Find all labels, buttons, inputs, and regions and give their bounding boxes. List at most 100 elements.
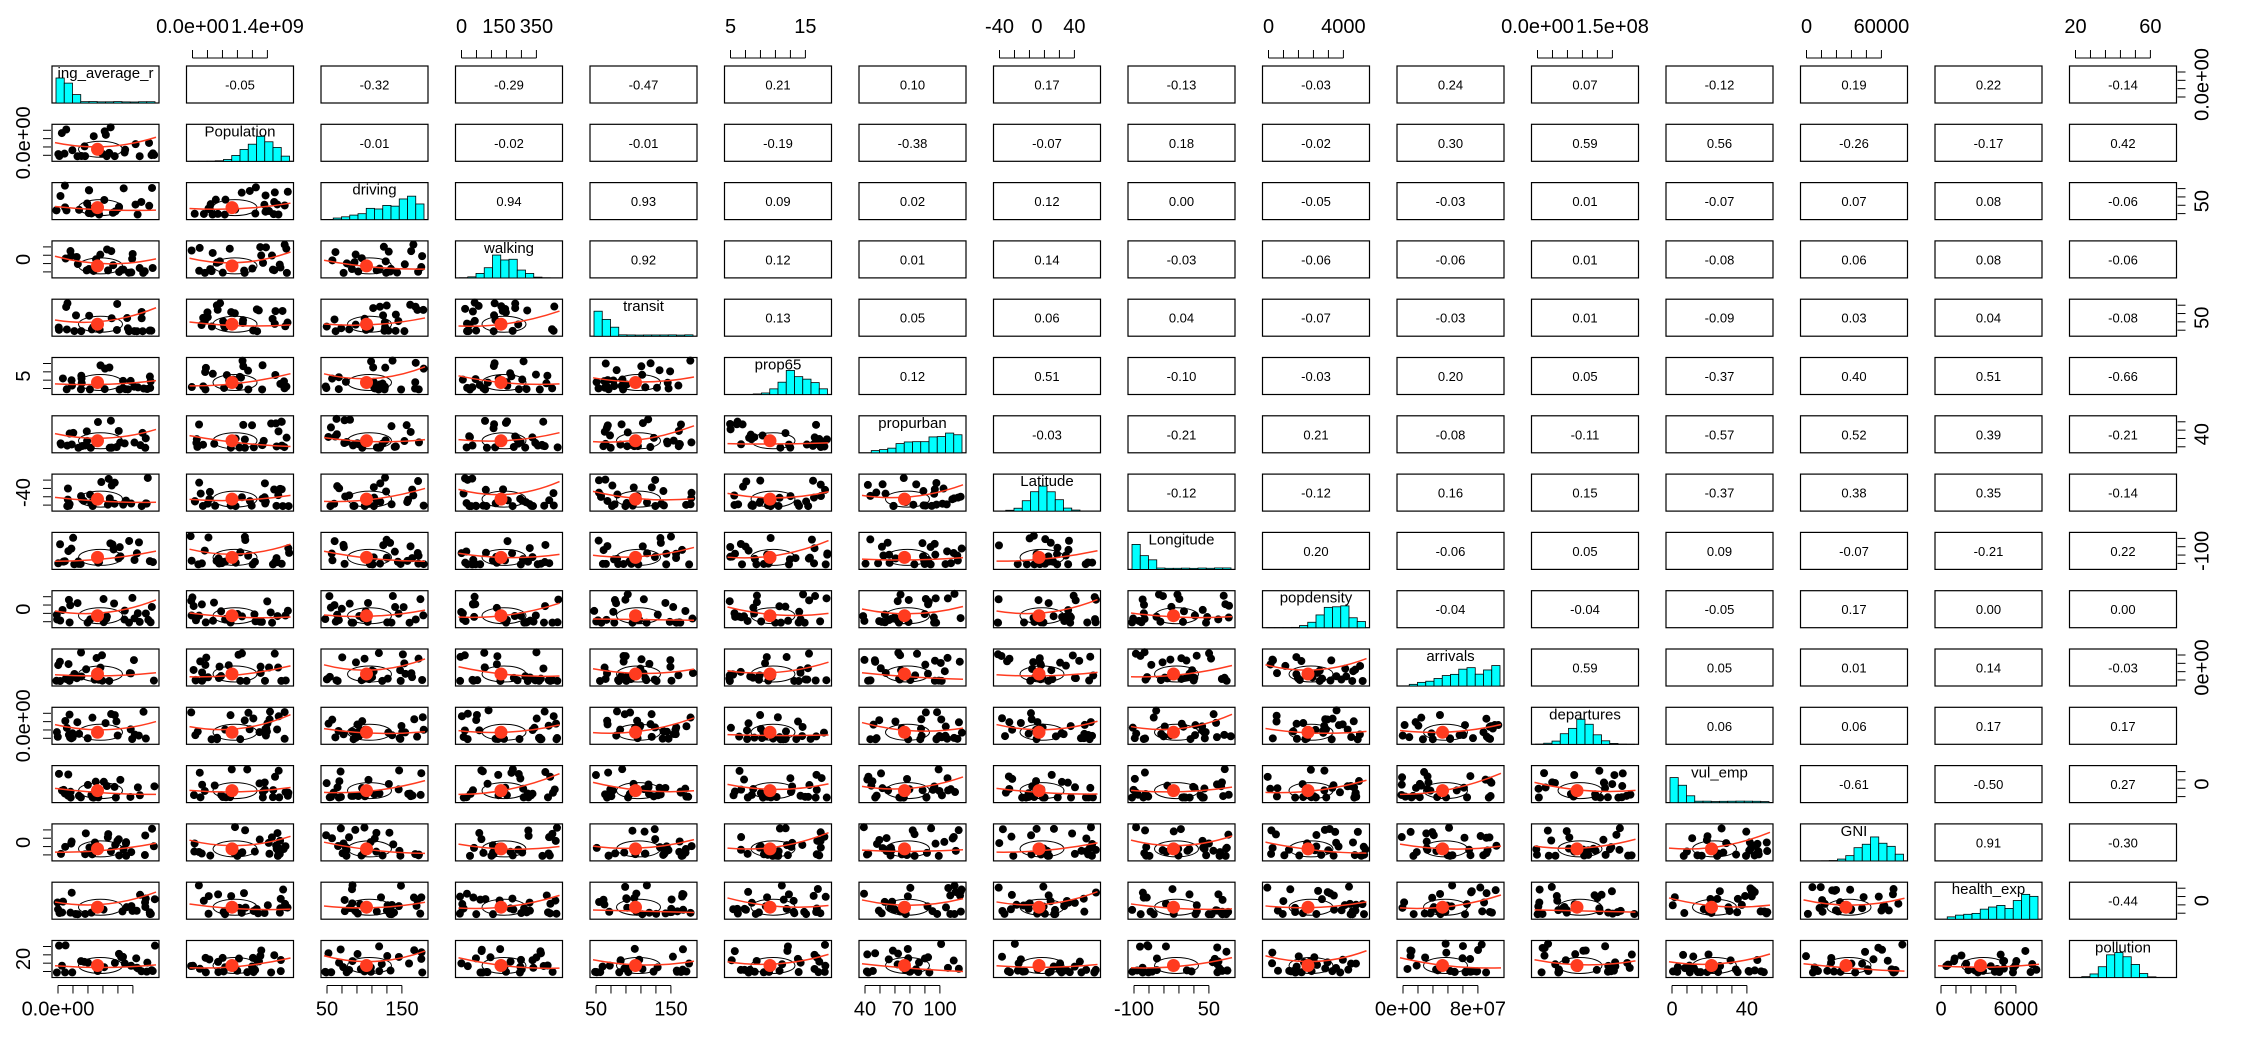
data-point xyxy=(1630,909,1639,918)
loess-line xyxy=(189,321,291,327)
data-point xyxy=(1610,771,1619,780)
data-point xyxy=(112,717,121,726)
data-point xyxy=(521,443,530,452)
data-point xyxy=(340,895,349,904)
data-point xyxy=(1332,838,1341,847)
data-point xyxy=(284,788,293,797)
variable-label: ing_average_r xyxy=(58,65,154,82)
panel-1-2: -0.01 xyxy=(320,123,429,162)
loess-line xyxy=(1534,909,1636,913)
correlation-value: -0.07 xyxy=(1301,311,1331,326)
panel-10-9 xyxy=(1261,648,1371,687)
panel-frame xyxy=(1530,123,1640,162)
correlation-value: 0.92 xyxy=(631,252,656,267)
data-point xyxy=(481,416,490,425)
data-point xyxy=(543,793,552,802)
data-point xyxy=(117,953,126,962)
panel-frame xyxy=(1799,415,1909,454)
data-point xyxy=(189,665,198,674)
data-point xyxy=(1442,948,1451,957)
data-point xyxy=(461,617,470,626)
data-point xyxy=(389,840,398,849)
data-point xyxy=(861,559,870,568)
loess-line xyxy=(1803,962,1905,972)
correlation-value: -0.19 xyxy=(763,136,793,151)
data-point xyxy=(1538,909,1547,918)
histogram-bar xyxy=(601,318,611,337)
data-point xyxy=(239,889,248,898)
data-point xyxy=(1763,847,1772,856)
data-point xyxy=(814,968,823,977)
histogram-bar xyxy=(1483,669,1493,687)
panel-frame xyxy=(1799,65,1909,104)
loess-line xyxy=(1668,897,1771,908)
data-point xyxy=(265,849,274,858)
data-point xyxy=(620,710,629,719)
correlation-value: 0.22 xyxy=(1976,78,2001,93)
data-point xyxy=(1044,676,1053,685)
data-point xyxy=(62,125,71,134)
panel-frame xyxy=(1530,648,1640,687)
histogram-bar xyxy=(1474,673,1484,687)
data-point xyxy=(417,954,426,963)
panel-0-7: 0.17 xyxy=(992,65,1102,104)
panel-3-11: 0.01 xyxy=(1530,240,1640,279)
data-point xyxy=(67,888,76,897)
data-point xyxy=(128,593,137,602)
data-point xyxy=(1624,851,1633,860)
data-point xyxy=(1070,898,1079,907)
data-point xyxy=(1018,967,1027,976)
data-point xyxy=(1561,956,1570,965)
data-point xyxy=(128,254,137,263)
data-point xyxy=(927,824,936,833)
data-point xyxy=(401,669,410,678)
data-point xyxy=(1204,910,1213,919)
data-point xyxy=(525,500,534,509)
panel-10-2 xyxy=(320,648,429,687)
panel-4-14: 0.04 xyxy=(1934,298,2043,337)
data-point xyxy=(904,595,913,604)
data-point xyxy=(239,362,248,371)
data-point xyxy=(821,560,830,569)
data-point xyxy=(1877,906,1886,915)
data-point xyxy=(746,430,755,439)
histogram-bar xyxy=(1458,668,1468,687)
panel-frame xyxy=(1934,531,2043,571)
tick-label: 150 xyxy=(482,16,515,38)
correlation-value: -0.03 xyxy=(1301,369,1331,384)
data-point xyxy=(1176,825,1185,834)
data-point xyxy=(336,767,345,776)
data-point xyxy=(604,385,613,394)
mean-point xyxy=(763,609,777,623)
data-point xyxy=(612,599,621,608)
data-point xyxy=(1466,955,1475,964)
panel-frame xyxy=(723,65,833,104)
panel-frame xyxy=(1530,531,1640,571)
data-point xyxy=(336,945,345,954)
data-point xyxy=(261,243,270,252)
panel-11-13: 0.06 xyxy=(1799,706,1909,745)
data-point xyxy=(59,897,68,906)
data-point xyxy=(459,793,468,802)
tick-label: 0 xyxy=(1935,999,1946,1021)
data-point xyxy=(1063,778,1072,787)
loess-line xyxy=(189,786,291,793)
data-point xyxy=(68,146,77,155)
data-point xyxy=(195,266,204,275)
data-point xyxy=(469,555,478,564)
data-point xyxy=(470,298,479,307)
right-axis-0: 0.0e+00 xyxy=(2177,48,2214,121)
data-point xyxy=(55,941,64,950)
loess-line xyxy=(54,379,157,386)
data-point xyxy=(58,908,67,917)
data-point xyxy=(256,243,265,252)
confidence-ellipse xyxy=(1288,665,1334,683)
correlation-value: 0.13 xyxy=(765,311,790,326)
panel-6-11: -0.11 xyxy=(1530,415,1640,454)
histogram-bar xyxy=(920,441,930,454)
data-point xyxy=(1458,954,1467,963)
histogram-bar xyxy=(1408,683,1418,687)
correlation-value: -0.08 xyxy=(1705,252,1735,267)
data-point xyxy=(251,183,260,192)
panel-2-3: 0.94 xyxy=(454,182,564,221)
